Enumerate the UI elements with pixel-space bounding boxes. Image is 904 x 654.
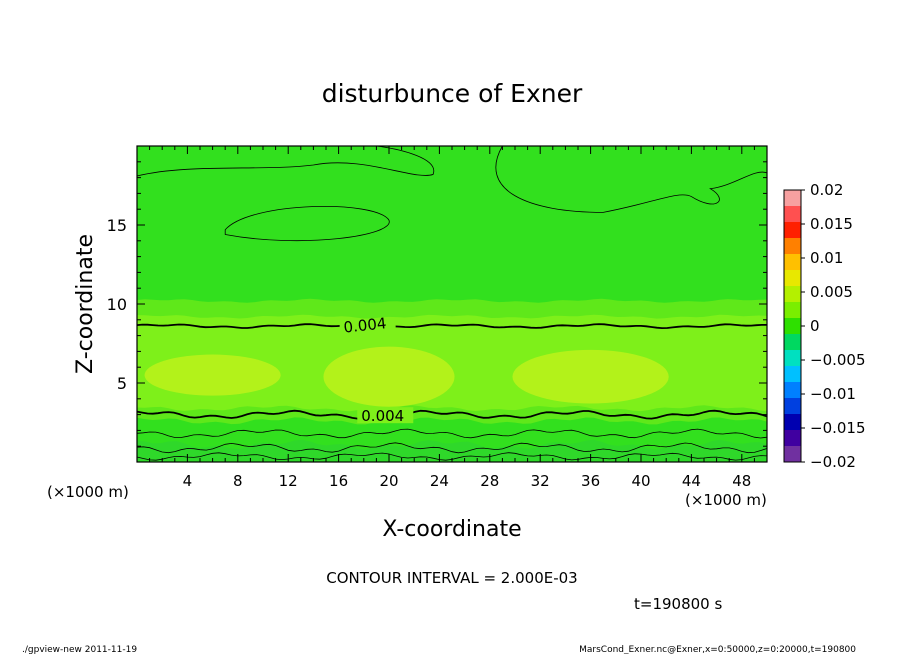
x-axis-label: X-coordinate: [382, 517, 521, 542]
x-tick-label: 16: [329, 472, 348, 490]
field-core: [323, 346, 455, 407]
colorbar-segment: [784, 446, 801, 463]
colorbar-segment: [784, 398, 801, 415]
y-tick-label: 15: [107, 216, 127, 235]
y-tick-label: 5: [117, 374, 127, 393]
colorbar-label: −0.02: [810, 453, 856, 471]
y-axis-ticks: 5 10 15: [107, 161, 767, 447]
contour-line: [136, 409, 768, 420]
colorbar-segment: [784, 190, 801, 207]
contour-label-bg: [339, 318, 396, 335]
x-tick-label: 48: [732, 472, 751, 490]
x-tick-label: 28: [480, 472, 499, 490]
colorbar-segment: [784, 222, 801, 239]
chart-title: disturbunce of Exner: [322, 79, 583, 108]
colorbar-segment: [784, 334, 801, 351]
colorbar-segment: [784, 302, 801, 319]
y-tick-label: 10: [107, 295, 127, 314]
footer-right: MarsCond_Exner.nc@Exner,x=0:50000,z=0:20…: [579, 645, 856, 654]
colorbar-segment: [784, 238, 801, 255]
contour-line: [136, 145, 435, 177]
colorbar-label: 0.015: [810, 215, 853, 233]
contour-line: [136, 428, 768, 439]
x-tick-label: 36: [581, 472, 600, 490]
x-tick-label: 44: [682, 472, 701, 490]
x-unit-label: (×1000 m): [685, 491, 767, 509]
colorbar-label: −0.005: [810, 351, 866, 369]
x-tick-label: 32: [531, 472, 550, 490]
colorbar-segment: [784, 286, 801, 303]
contour-interval: CONTOUR INTERVAL = 2.000E-03: [326, 569, 577, 587]
x-tick-label: 8: [233, 472, 243, 490]
colorbar-label: 0.01: [810, 249, 843, 267]
time-label: t=190800 s: [634, 595, 722, 613]
contour-line: [224, 206, 390, 242]
colorbar-label: 0: [810, 317, 820, 335]
y-unit-label: (×1000 m): [47, 483, 129, 501]
colorbar-label: 0.005: [810, 283, 853, 301]
colorbar-segment: [784, 270, 801, 287]
x-tick-label: 24: [430, 472, 449, 490]
contour-label: 0.004: [361, 407, 404, 425]
contour-label: 0.004: [343, 314, 388, 336]
colorbar-segment: [784, 366, 801, 383]
x-axis-ticks: 4 8 12 16 20 24 28 32 36 40 44 48: [149, 146, 755, 490]
footer-left: ./gpview-new 2011-11-19: [22, 645, 137, 654]
field-core: [512, 349, 669, 404]
colorbar-label: 0.02: [810, 181, 843, 199]
colorbar-segment: [784, 206, 801, 223]
contour-line: [136, 442, 768, 454]
x-tick-label: 40: [631, 472, 650, 490]
field-bottom: [137, 439, 767, 462]
colorbar-label: −0.015: [810, 419, 866, 437]
colorbar-segment: [784, 382, 801, 399]
contour-label-bg: [357, 407, 414, 424]
colorbar-segment: [784, 318, 801, 335]
colorbar-segment: [784, 430, 801, 447]
x-tick-label: 12: [279, 472, 298, 490]
colorbar: 0.02 0.015 0.01 0.005 0 −0.005 −0.01 −0.015 −0.0…: [783, 181, 866, 471]
colorbar-segment: [784, 350, 801, 367]
contour-line: [495, 145, 768, 213]
x-tick-label: 20: [379, 472, 398, 490]
colorbar-label: −0.01: [810, 385, 856, 403]
colorbar-segment: [784, 254, 801, 271]
colorbar-segment: [784, 414, 801, 431]
y-axis-label: Z-coordinate: [73, 234, 98, 374]
contour-line: [136, 323, 767, 330]
field-core: [144, 354, 281, 396]
contour-labels: 0.004 0.004: [339, 314, 414, 425]
x-tick-label: 4: [183, 472, 193, 490]
